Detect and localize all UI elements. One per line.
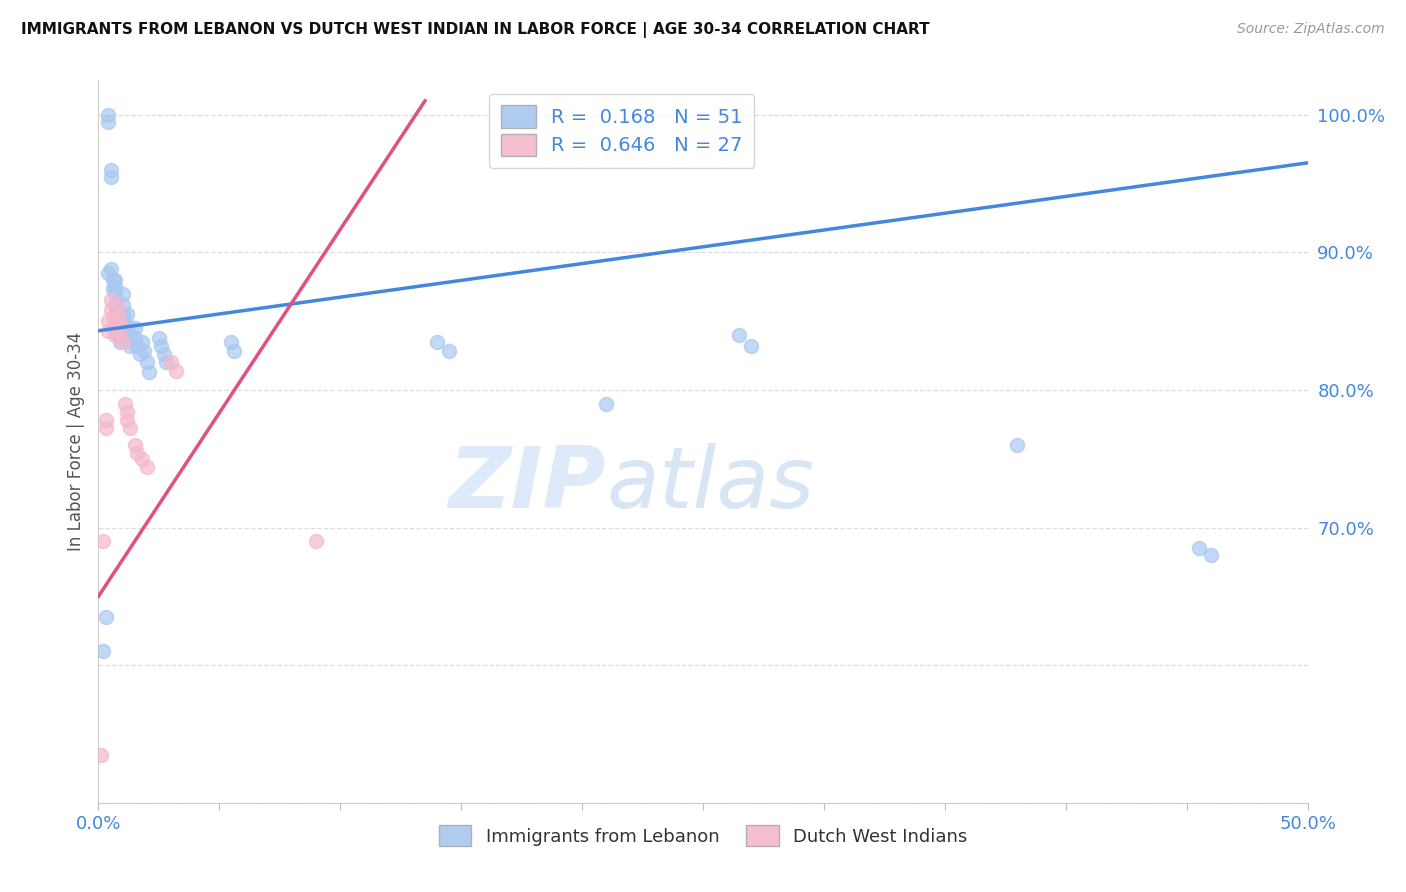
Point bbox=[97, 314, 120, 328]
Point bbox=[138, 365, 160, 379]
Point bbox=[94, 413, 117, 427]
Point bbox=[118, 327, 141, 342]
Point bbox=[128, 347, 150, 361]
Point bbox=[97, 324, 120, 338]
Point bbox=[100, 293, 122, 308]
Point bbox=[104, 286, 127, 301]
Point bbox=[94, 610, 117, 624]
Point bbox=[1188, 541, 1211, 556]
Point bbox=[740, 339, 762, 353]
Point bbox=[124, 321, 146, 335]
Point bbox=[595, 397, 617, 411]
Point bbox=[1007, 438, 1029, 452]
Point bbox=[117, 405, 139, 419]
Point bbox=[148, 331, 170, 345]
Point bbox=[97, 266, 120, 280]
Point bbox=[134, 344, 156, 359]
Point bbox=[104, 279, 127, 293]
Legend: Immigrants from Lebanon, Dutch West Indians: Immigrants from Lebanon, Dutch West Indi… bbox=[430, 816, 976, 855]
Point bbox=[107, 310, 129, 324]
Point bbox=[728, 327, 751, 342]
Point bbox=[107, 319, 129, 334]
Point bbox=[131, 334, 153, 349]
Point bbox=[114, 327, 136, 342]
Text: Source: ZipAtlas.com: Source: ZipAtlas.com bbox=[1237, 22, 1385, 37]
Point bbox=[426, 334, 449, 349]
Point bbox=[91, 534, 114, 549]
Point bbox=[107, 327, 129, 342]
Point bbox=[111, 297, 134, 311]
Point bbox=[117, 318, 139, 333]
Point bbox=[104, 327, 127, 342]
Point bbox=[100, 303, 122, 318]
Point bbox=[111, 334, 134, 349]
Point bbox=[104, 307, 127, 321]
Point bbox=[107, 311, 129, 326]
Point bbox=[127, 339, 149, 353]
Point bbox=[437, 344, 460, 359]
Point bbox=[107, 301, 129, 315]
Point bbox=[100, 261, 122, 276]
Point bbox=[131, 451, 153, 466]
Point bbox=[127, 446, 149, 460]
Point bbox=[97, 114, 120, 128]
Point bbox=[108, 326, 131, 341]
Text: ZIP: ZIP bbox=[449, 443, 606, 526]
Point bbox=[305, 534, 328, 549]
Point bbox=[117, 413, 139, 427]
Point bbox=[108, 317, 131, 331]
Point bbox=[135, 355, 157, 369]
Point bbox=[155, 355, 177, 369]
Point bbox=[108, 334, 131, 349]
Point bbox=[135, 460, 157, 475]
Point bbox=[221, 334, 243, 349]
Point bbox=[222, 344, 245, 359]
Point bbox=[150, 339, 173, 353]
Point bbox=[100, 169, 122, 184]
Point bbox=[111, 318, 134, 333]
Y-axis label: In Labor Force | Age 30-34: In Labor Force | Age 30-34 bbox=[66, 332, 84, 551]
Point bbox=[160, 355, 183, 369]
Point bbox=[94, 421, 117, 435]
Point bbox=[101, 283, 124, 297]
Point bbox=[101, 273, 124, 287]
Text: atlas: atlas bbox=[606, 443, 814, 526]
Point bbox=[111, 286, 134, 301]
Point bbox=[91, 644, 114, 658]
Point bbox=[107, 303, 129, 318]
Text: IMMIGRANTS FROM LEBANON VS DUTCH WEST INDIAN IN LABOR FORCE | AGE 30-34 CORRELAT: IMMIGRANTS FROM LEBANON VS DUTCH WEST IN… bbox=[21, 22, 929, 38]
Point bbox=[97, 108, 120, 122]
Point bbox=[90, 747, 112, 762]
Point bbox=[1199, 548, 1222, 562]
Point bbox=[100, 162, 122, 177]
Point bbox=[124, 331, 146, 345]
Point bbox=[104, 297, 127, 311]
Point bbox=[118, 339, 141, 353]
Point bbox=[117, 307, 139, 321]
Point bbox=[114, 397, 136, 411]
Point bbox=[118, 421, 141, 435]
Point bbox=[101, 311, 124, 326]
Point bbox=[152, 347, 174, 361]
Point bbox=[101, 319, 124, 334]
Point bbox=[124, 438, 146, 452]
Point bbox=[165, 364, 187, 378]
Point bbox=[111, 307, 134, 321]
Point bbox=[104, 273, 127, 287]
